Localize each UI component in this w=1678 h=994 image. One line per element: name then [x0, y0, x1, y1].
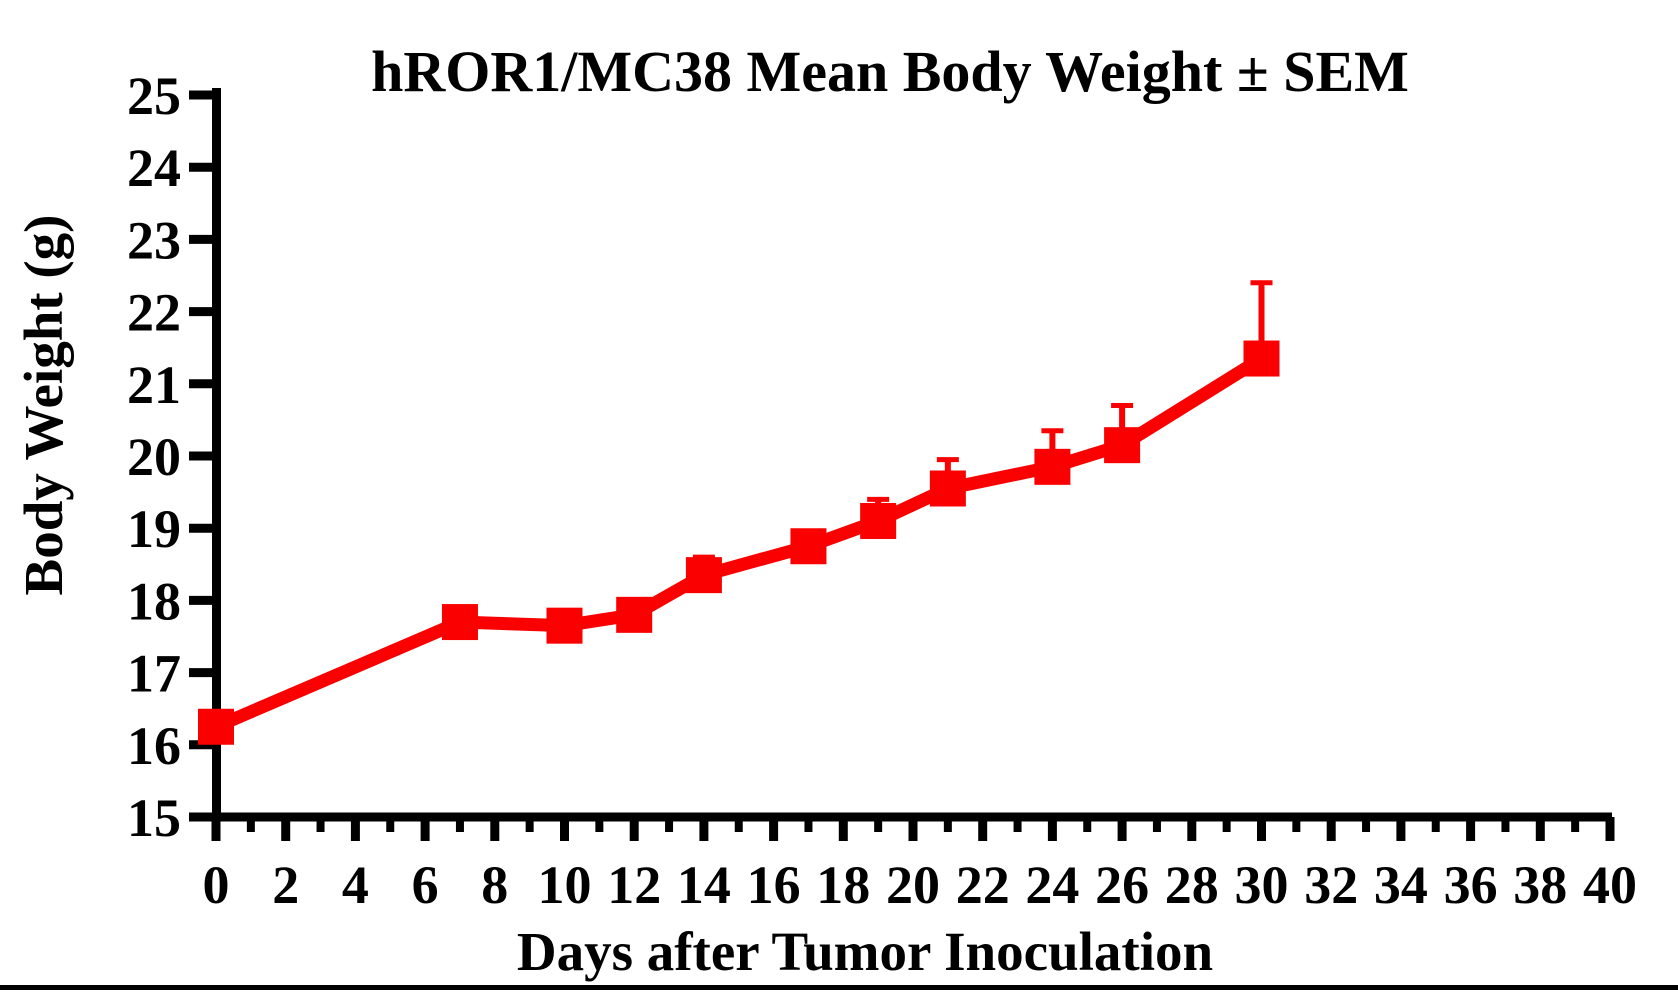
data-point-marker [616, 596, 653, 633]
y-tick-label: 21 [127, 355, 181, 415]
bottom-border-line [0, 985, 1678, 990]
y-tick-label: 17 [127, 644, 181, 704]
y-tick-label: 18 [127, 571, 181, 631]
x-axis-title: Days after Tumor Inoculation [516, 921, 1214, 982]
y-tick-label: 19 [127, 499, 181, 559]
x-tick-label: 4 [342, 855, 369, 915]
x-tick-label: 10 [538, 855, 592, 915]
x-tick-label: 14 [677, 855, 731, 915]
y-tick-label: 23 [127, 210, 181, 270]
y-tick-label: 22 [127, 283, 181, 343]
x-tick-label: 16 [747, 855, 801, 915]
y-tick-label: 15 [127, 788, 181, 848]
x-tick-label: 32 [1304, 855, 1358, 915]
data-point-marker [860, 502, 897, 539]
series-line [213, 353, 1265, 733]
x-tick-label: 36 [1444, 855, 1498, 915]
data-point-marker [790, 528, 827, 565]
x-tick-label: 20 [886, 855, 940, 915]
data-point-marker [1104, 427, 1141, 464]
chart-title: hROR1/MC38 Mean Body Weight ± SEM [371, 39, 1409, 104]
data-series [198, 280, 1280, 745]
data-point-marker [1034, 448, 1071, 485]
x-tick-label: 40 [1583, 855, 1637, 915]
x-tick-label: 28 [1165, 855, 1219, 915]
x-tick-label: 8 [481, 855, 508, 915]
x-tick-label: 6 [412, 855, 439, 915]
x-tick-label: 30 [1235, 855, 1289, 915]
x-tick-label: 22 [956, 855, 1010, 915]
y-tick-label: 25 [127, 66, 181, 126]
x-tick-label: 0 [203, 855, 230, 915]
data-point-marker [1243, 340, 1280, 377]
x-tick-label: 18 [816, 855, 870, 915]
x-tick-label: 2 [272, 855, 299, 915]
x-tick-label: 12 [607, 855, 661, 915]
data-point-marker [546, 607, 583, 644]
x-tick-label: 26 [1095, 855, 1149, 915]
y-tick-label: 24 [127, 138, 181, 198]
y-tick-label: 16 [127, 716, 181, 776]
data-point-marker [685, 557, 722, 594]
data-point-marker [929, 470, 966, 507]
x-tick-label: 34 [1374, 855, 1428, 915]
axes [189, 88, 1615, 841]
data-point-marker [441, 604, 478, 641]
x-tick-label: 24 [1025, 855, 1079, 915]
x-tick-label: 38 [1513, 855, 1567, 915]
data-point-marker [198, 708, 234, 745]
y-tick-label: 20 [127, 427, 181, 487]
